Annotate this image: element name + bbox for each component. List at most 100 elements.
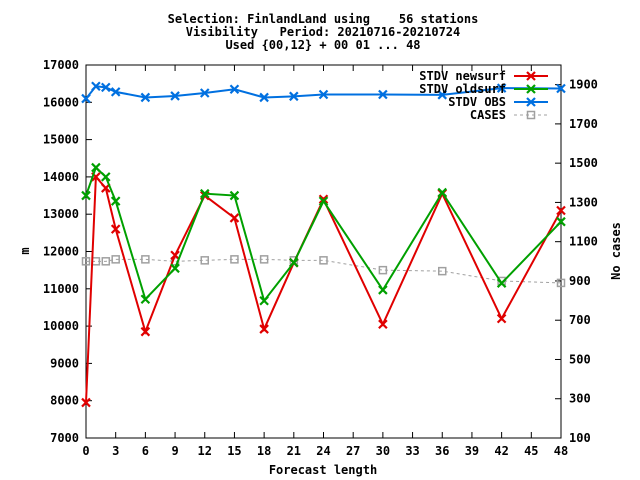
y-tick-label: 15000 xyxy=(43,133,79,147)
series-line xyxy=(85,165,562,303)
data-point xyxy=(318,89,329,100)
x-tick-label: 9 xyxy=(171,444,178,458)
data-point xyxy=(81,397,91,408)
x-tick-label: 48 xyxy=(554,444,568,458)
data-point xyxy=(229,213,240,223)
x-tick-label: 3 xyxy=(112,444,119,458)
x-tick-label: 45 xyxy=(524,444,538,458)
data-point xyxy=(556,83,566,94)
legend-marker xyxy=(526,71,536,81)
y-tick-label: 12000 xyxy=(43,245,79,259)
legend-label: CASES xyxy=(470,108,506,122)
y2-tick-label: 100 xyxy=(569,431,591,445)
data-point xyxy=(110,224,121,234)
legend-marker xyxy=(526,110,536,120)
x-tick-label: 21 xyxy=(287,444,301,458)
series-line xyxy=(86,258,562,284)
y-tick-label: 11000 xyxy=(43,282,79,296)
legend-label: STDV oldsurf xyxy=(419,82,506,96)
x-tick-label: 42 xyxy=(494,444,508,458)
x-tick-label: 27 xyxy=(346,444,360,458)
data-point xyxy=(289,257,299,268)
x-tick-label: 18 xyxy=(257,444,271,458)
data-point xyxy=(229,84,240,95)
data-point xyxy=(556,216,566,227)
x-tick-label: 24 xyxy=(316,444,330,458)
y2-axis-label: No cases xyxy=(609,222,623,280)
y2-tick-label: 1300 xyxy=(569,195,598,209)
x-tick-label: 39 xyxy=(465,444,479,458)
axis-ticks: 0 3 6 9 12 15 18 21 24 27 30 33 36 39 42 45 487000800090… xyxy=(43,58,598,458)
series-3 xyxy=(81,255,566,288)
chart-title: Selection: FinlandLand using 56 stations… xyxy=(168,12,479,52)
x-tick-label: 15 xyxy=(227,444,241,458)
y2-tick-label: 1900 xyxy=(569,78,598,92)
data-point xyxy=(496,313,507,324)
data-point xyxy=(170,250,180,261)
y-tick-label: 7000 xyxy=(50,431,79,445)
data-point xyxy=(199,88,210,98)
y-axis-label: m xyxy=(18,247,32,254)
data-point xyxy=(140,92,151,103)
data-point xyxy=(140,294,151,305)
legend-marker xyxy=(526,84,536,94)
y2-tick-label: 700 xyxy=(569,313,591,327)
data-point xyxy=(101,172,111,182)
x-tick-label: 30 xyxy=(376,444,390,458)
data-point xyxy=(259,92,269,103)
y2-tick-label: 900 xyxy=(569,274,591,288)
data-point xyxy=(259,255,269,264)
data-point xyxy=(319,256,328,265)
data-point xyxy=(289,91,299,102)
y-tick-label: 16000 xyxy=(43,95,79,109)
legend-marker xyxy=(526,97,536,107)
data-point xyxy=(101,257,111,266)
data-point xyxy=(438,266,447,276)
y2-tick-label: 1500 xyxy=(569,156,598,170)
data-point xyxy=(496,83,507,93)
data-point xyxy=(170,263,180,274)
data-point xyxy=(199,188,210,199)
y-tick-label: 14000 xyxy=(43,170,79,184)
x-tick-label: 12 xyxy=(198,444,212,458)
x-tick-label: 0 xyxy=(82,444,89,458)
data-point xyxy=(81,190,91,201)
data-point xyxy=(378,285,388,295)
data-point xyxy=(437,187,448,198)
data-point xyxy=(378,319,388,330)
data-point xyxy=(111,255,120,264)
x-tick-label: 33 xyxy=(405,444,419,458)
data-point xyxy=(110,196,121,206)
series-layer xyxy=(81,81,566,408)
data-point xyxy=(378,265,388,275)
y2-tick-label: 1100 xyxy=(569,235,598,249)
title-line-2: Visibility Period: 20210716-20210724 xyxy=(186,25,461,39)
x-tick-label: 36 xyxy=(435,444,449,458)
data-point xyxy=(230,255,239,264)
series-1 xyxy=(81,162,566,306)
data-point xyxy=(141,255,150,264)
data-point xyxy=(81,93,91,104)
data-point xyxy=(556,205,566,216)
y-tick-label: 13000 xyxy=(43,207,79,221)
data-point xyxy=(170,91,180,101)
series-0 xyxy=(81,172,566,408)
data-point xyxy=(91,81,101,92)
data-point xyxy=(81,257,91,266)
data-point xyxy=(496,278,507,288)
data-point xyxy=(101,82,111,93)
data-point xyxy=(437,90,448,100)
series-line xyxy=(85,174,562,403)
title-line-1: Selection: FinlandLand using 56 stations xyxy=(168,12,479,26)
data-point xyxy=(378,89,388,100)
data-point xyxy=(318,196,329,206)
y-tick-label: 10000 xyxy=(43,319,79,333)
y2-tick-label: 300 xyxy=(569,392,591,406)
series-2 xyxy=(81,81,566,104)
data-point xyxy=(556,278,566,288)
x-axis-label: Forecast length xyxy=(269,463,377,477)
y-tick-label: 17000 xyxy=(43,58,79,72)
